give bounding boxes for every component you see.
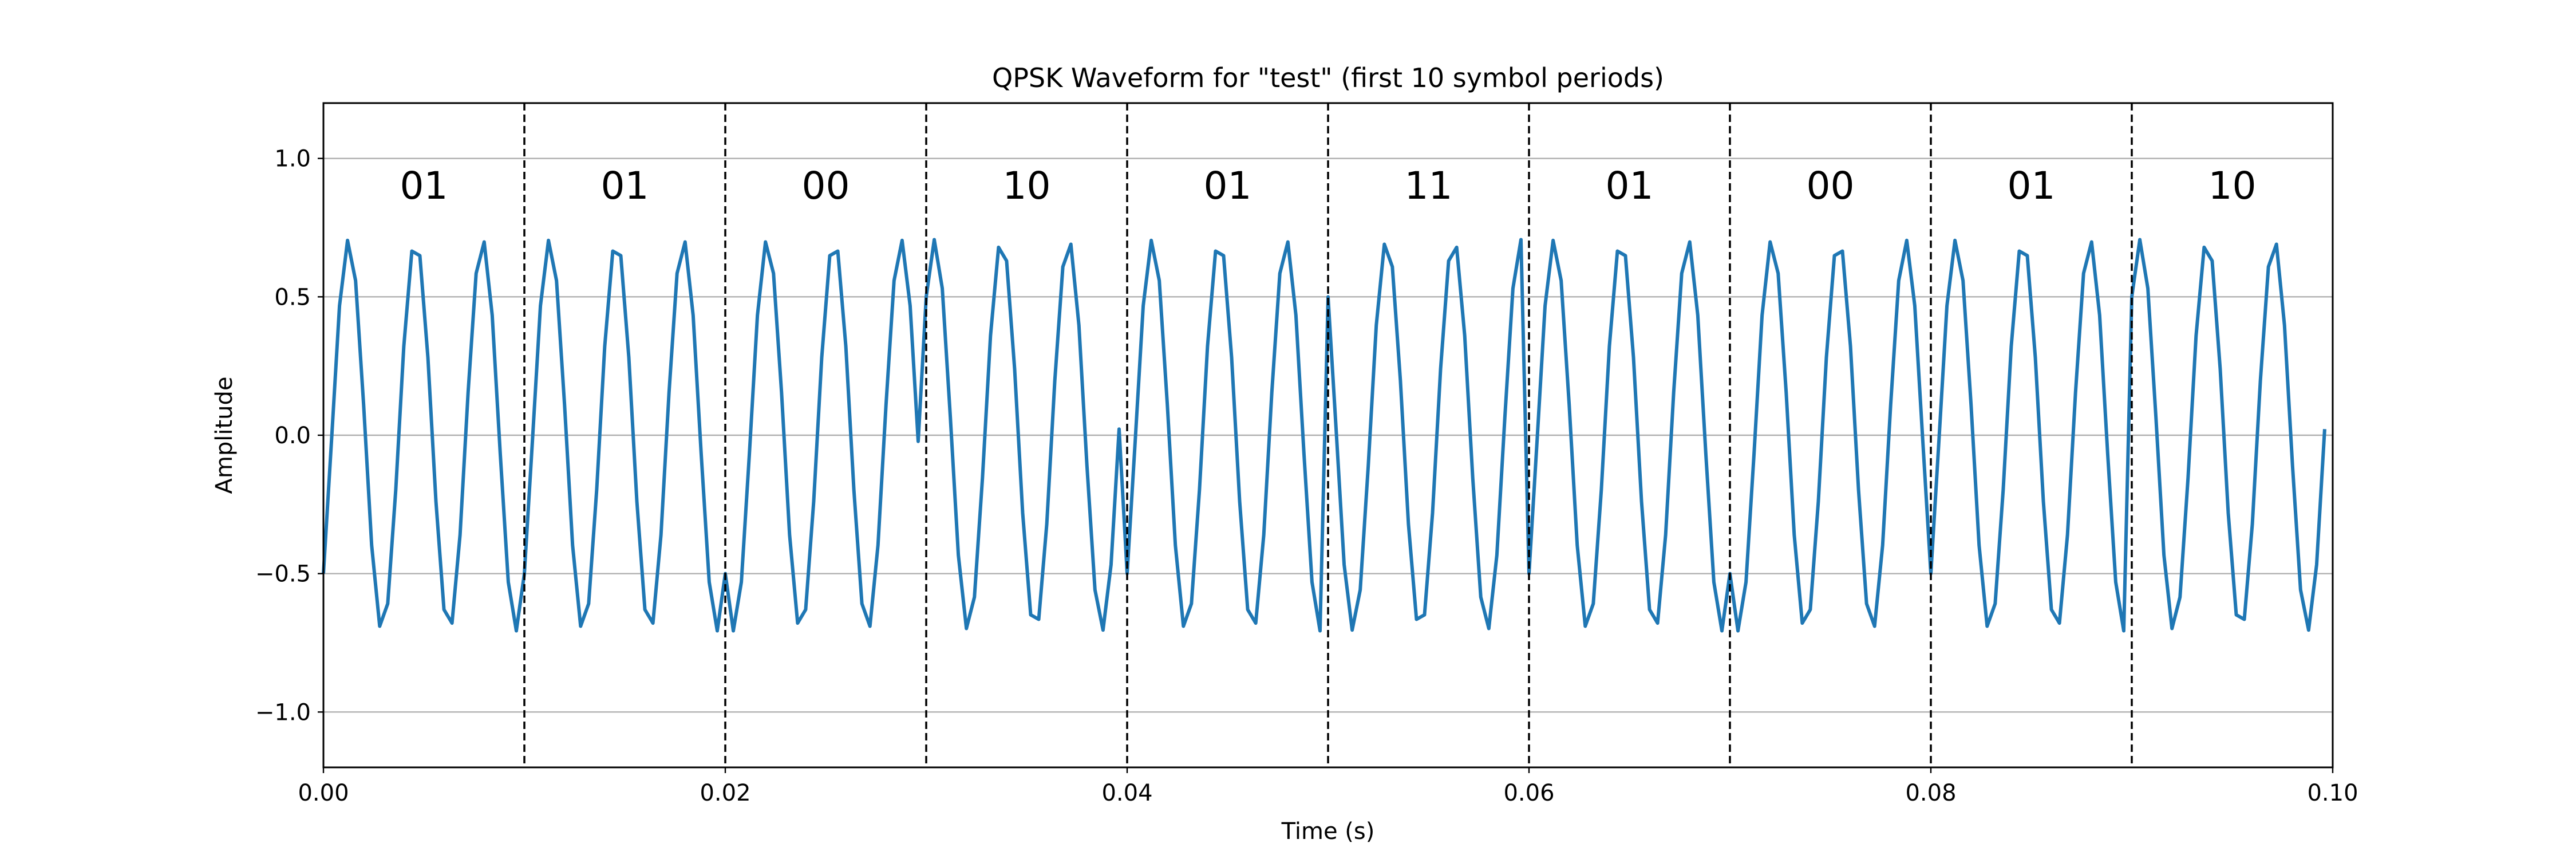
symbol-label: 00 — [1807, 164, 1855, 208]
x-axis-ticks: 0.00 0.02 0.04 0.06 0.08 0.10 — [298, 767, 2358, 806]
symbol-boundaries — [523, 103, 2133, 767]
x-axis-label: Time (s) — [1281, 818, 1375, 845]
x-tick-label: 0.10 — [2307, 780, 2358, 806]
waveform-line — [322, 238, 2326, 633]
y-tick-label: −1.0 — [255, 699, 311, 726]
x-tick-label: 0.06 — [1503, 780, 1554, 806]
symbol-label: 10 — [2208, 164, 2257, 208]
x-tick-label: 0.02 — [700, 780, 750, 806]
plot-area — [322, 238, 2326, 633]
y-tick-label: 0.5 — [274, 284, 311, 310]
y-tick-label: 0.0 — [274, 423, 311, 449]
y-tick-label: 1.0 — [274, 146, 311, 172]
x-tick-label: 0.08 — [1905, 780, 1956, 806]
y-axis-ticks: −1.0 −0.5 0.0 0.5 1.0 — [255, 146, 323, 726]
symbol-label: 01 — [601, 164, 649, 208]
symbol-label: 01 — [1204, 164, 1252, 208]
symbol-label: 00 — [802, 164, 850, 208]
symbol-labels: 01 01 00 10 01 11 01 00 01 10 — [400, 164, 2257, 208]
chart-title: QPSK Waveform for "test" (first 10 symbo… — [992, 62, 1664, 93]
symbol-label: 01 — [2008, 164, 2056, 208]
y-tick-label: −0.5 — [255, 561, 311, 588]
y-axis-label: Amplitude — [211, 377, 238, 494]
symbol-label: 01 — [1606, 164, 1654, 208]
symbol-label: 11 — [1405, 164, 1453, 208]
x-tick-label: 0.00 — [298, 780, 349, 806]
symbol-label: 01 — [400, 164, 448, 208]
x-tick-label: 0.04 — [1101, 780, 1152, 806]
symbol-label: 10 — [1003, 164, 1051, 208]
